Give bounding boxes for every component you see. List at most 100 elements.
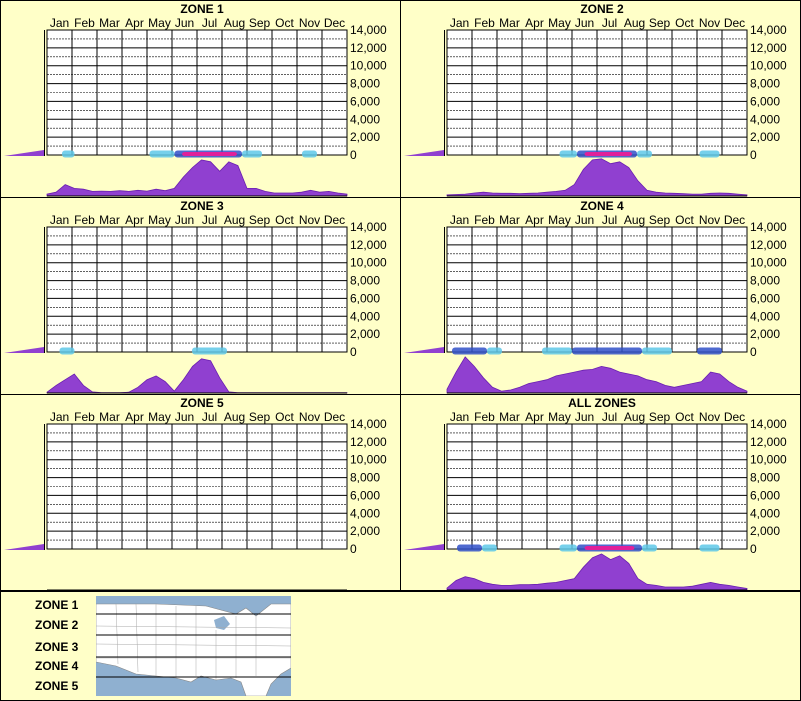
month-label: Sep [649, 410, 671, 424]
y-tick-label: 10,000 [350, 256, 387, 270]
month-label: Aug [624, 410, 645, 424]
map-zone-dividers [96, 613, 291, 678]
hotspot-band [642, 544, 657, 552]
y-tick-label: 8,000 [350, 77, 380, 91]
y-tick-label: 4,000 [750, 309, 780, 323]
zone-chart-svg: ZONE 4 Jan Feb Mar Apr May Jun Jul Aug Sep Oct Nov D… [404, 199, 787, 394]
month-label: May [548, 16, 571, 30]
hotspot-band [482, 544, 497, 552]
month-label: Dec [724, 410, 745, 424]
month-label: Aug [224, 410, 245, 424]
y-tick-label: 12,000 [750, 41, 787, 55]
side-distribution-wedge [404, 544, 444, 550]
zone-panel-4: ZONE 4 Jan Feb Mar Apr May Jun Jul Aug Sep Oct Nov D… [400, 197, 801, 395]
hotspot-band [584, 546, 635, 550]
y-tick-label: 6,000 [750, 94, 780, 108]
y-tick-label: 0 [750, 148, 757, 162]
month-label: Jun [575, 213, 594, 227]
density-area [446, 553, 748, 591]
hotspot-band [149, 150, 175, 158]
month-label: Apr [125, 410, 144, 424]
month-label: Jan [450, 213, 469, 227]
month-label: Nov [699, 213, 720, 227]
map-great-lakes [214, 616, 230, 630]
month-label: Apr [525, 213, 544, 227]
month-label: Sep [249, 16, 271, 30]
month-label: Apr [125, 213, 144, 227]
panel-title: ZONE 3 [180, 199, 224, 213]
y-tick-label: 2,000 [750, 524, 780, 538]
month-label: Apr [525, 16, 544, 30]
hotspot-band [452, 347, 487, 355]
y-tick-label: 14,000 [750, 417, 787, 431]
y-tick-label: 2,000 [350, 327, 380, 341]
month-label: Oct [675, 410, 694, 424]
month-label: May [148, 16, 171, 30]
month-label: Mar [99, 213, 120, 227]
y-tick-label: 4,000 [750, 506, 780, 520]
month-label: Sep [249, 213, 271, 227]
month-label: May [548, 410, 571, 424]
month-label: Jun [175, 410, 194, 424]
month-label: Jun [575, 410, 594, 424]
y-tick-label: 8,000 [750, 274, 780, 288]
panel-title: ZONE 5 [180, 396, 224, 410]
month-label: May [148, 213, 171, 227]
hotspot-band [572, 347, 642, 355]
legend-zone-4-label: ZONE 4 [35, 659, 79, 673]
y-tick-label: 0 [750, 345, 757, 359]
month-label: Feb [74, 213, 95, 227]
hotspot-band [642, 347, 672, 355]
month-label: Mar [99, 410, 120, 424]
panel-title: ALL ZONES [568, 396, 636, 410]
y-tick-label: 4,000 [350, 112, 380, 126]
y-tick-label: 4,000 [350, 506, 380, 520]
month-label: Jul [202, 16, 217, 30]
density-area [446, 356, 748, 394]
side-distribution-wedge [4, 150, 44, 156]
y-tick-label: 6,000 [750, 488, 780, 502]
y-tick-label: 8,000 [350, 471, 380, 485]
side-distribution-wedge [4, 544, 44, 550]
month-label: Dec [724, 16, 745, 30]
panel-title: ZONE 4 [580, 199, 624, 213]
month-label: Sep [649, 213, 671, 227]
hotspot-band [542, 347, 572, 355]
y-tick-label: 12,000 [350, 435, 387, 449]
hotspot-band [457, 544, 482, 552]
month-label: Jan [450, 410, 469, 424]
hotspot-band [242, 150, 262, 158]
y-tick-label: 8,000 [750, 77, 780, 91]
y-tick-label: 10,000 [750, 59, 787, 73]
month-label: Jun [175, 16, 194, 30]
zone-chart-svg: ZONE 1 Jan Feb Mar Apr May Jun Jul Aug Sep Oct Nov D… [4, 2, 387, 197]
y-tick-label: 6,000 [350, 94, 380, 108]
y-tick-label: 6,000 [350, 291, 380, 305]
month-label: Jun [175, 213, 194, 227]
month-label: Dec [324, 16, 345, 30]
y-tick-label: 10,000 [350, 59, 387, 73]
panel-title: ZONE 2 [580, 2, 624, 16]
month-label: Jul [602, 410, 617, 424]
month-label: Nov [299, 410, 320, 424]
y-tick-label: 12,000 [350, 238, 387, 252]
month-label: Sep [249, 410, 271, 424]
map-land [96, 603, 291, 696]
zone-chart-svg: ALL ZONES Jan Feb Mar Apr May Jun Jul Aug Sep Oct N… [404, 396, 787, 591]
month-label: Oct [275, 16, 294, 30]
y-tick-label: 0 [350, 148, 357, 162]
y-tick-label: 12,000 [350, 41, 387, 55]
hotspot-band [62, 150, 75, 158]
y-tick-label: 0 [350, 345, 357, 359]
month-label: Oct [675, 16, 694, 30]
month-label: Dec [324, 213, 345, 227]
month-label: Oct [675, 213, 694, 227]
y-tick-label: 10,000 [750, 256, 787, 270]
month-label: Feb [474, 213, 495, 227]
density-area [446, 158, 748, 197]
hotspot-band [59, 347, 75, 355]
zone-chart-svg: ZONE 3 Jan Feb Mar Apr May Jun Jul Aug Sep Oct Nov D… [4, 199, 387, 394]
y-tick-label: 8,000 [750, 471, 780, 485]
zone-panel-3: ZONE 3 Jan Feb Mar Apr May Jun Jul Aug Sep Oct Nov D… [0, 197, 401, 395]
